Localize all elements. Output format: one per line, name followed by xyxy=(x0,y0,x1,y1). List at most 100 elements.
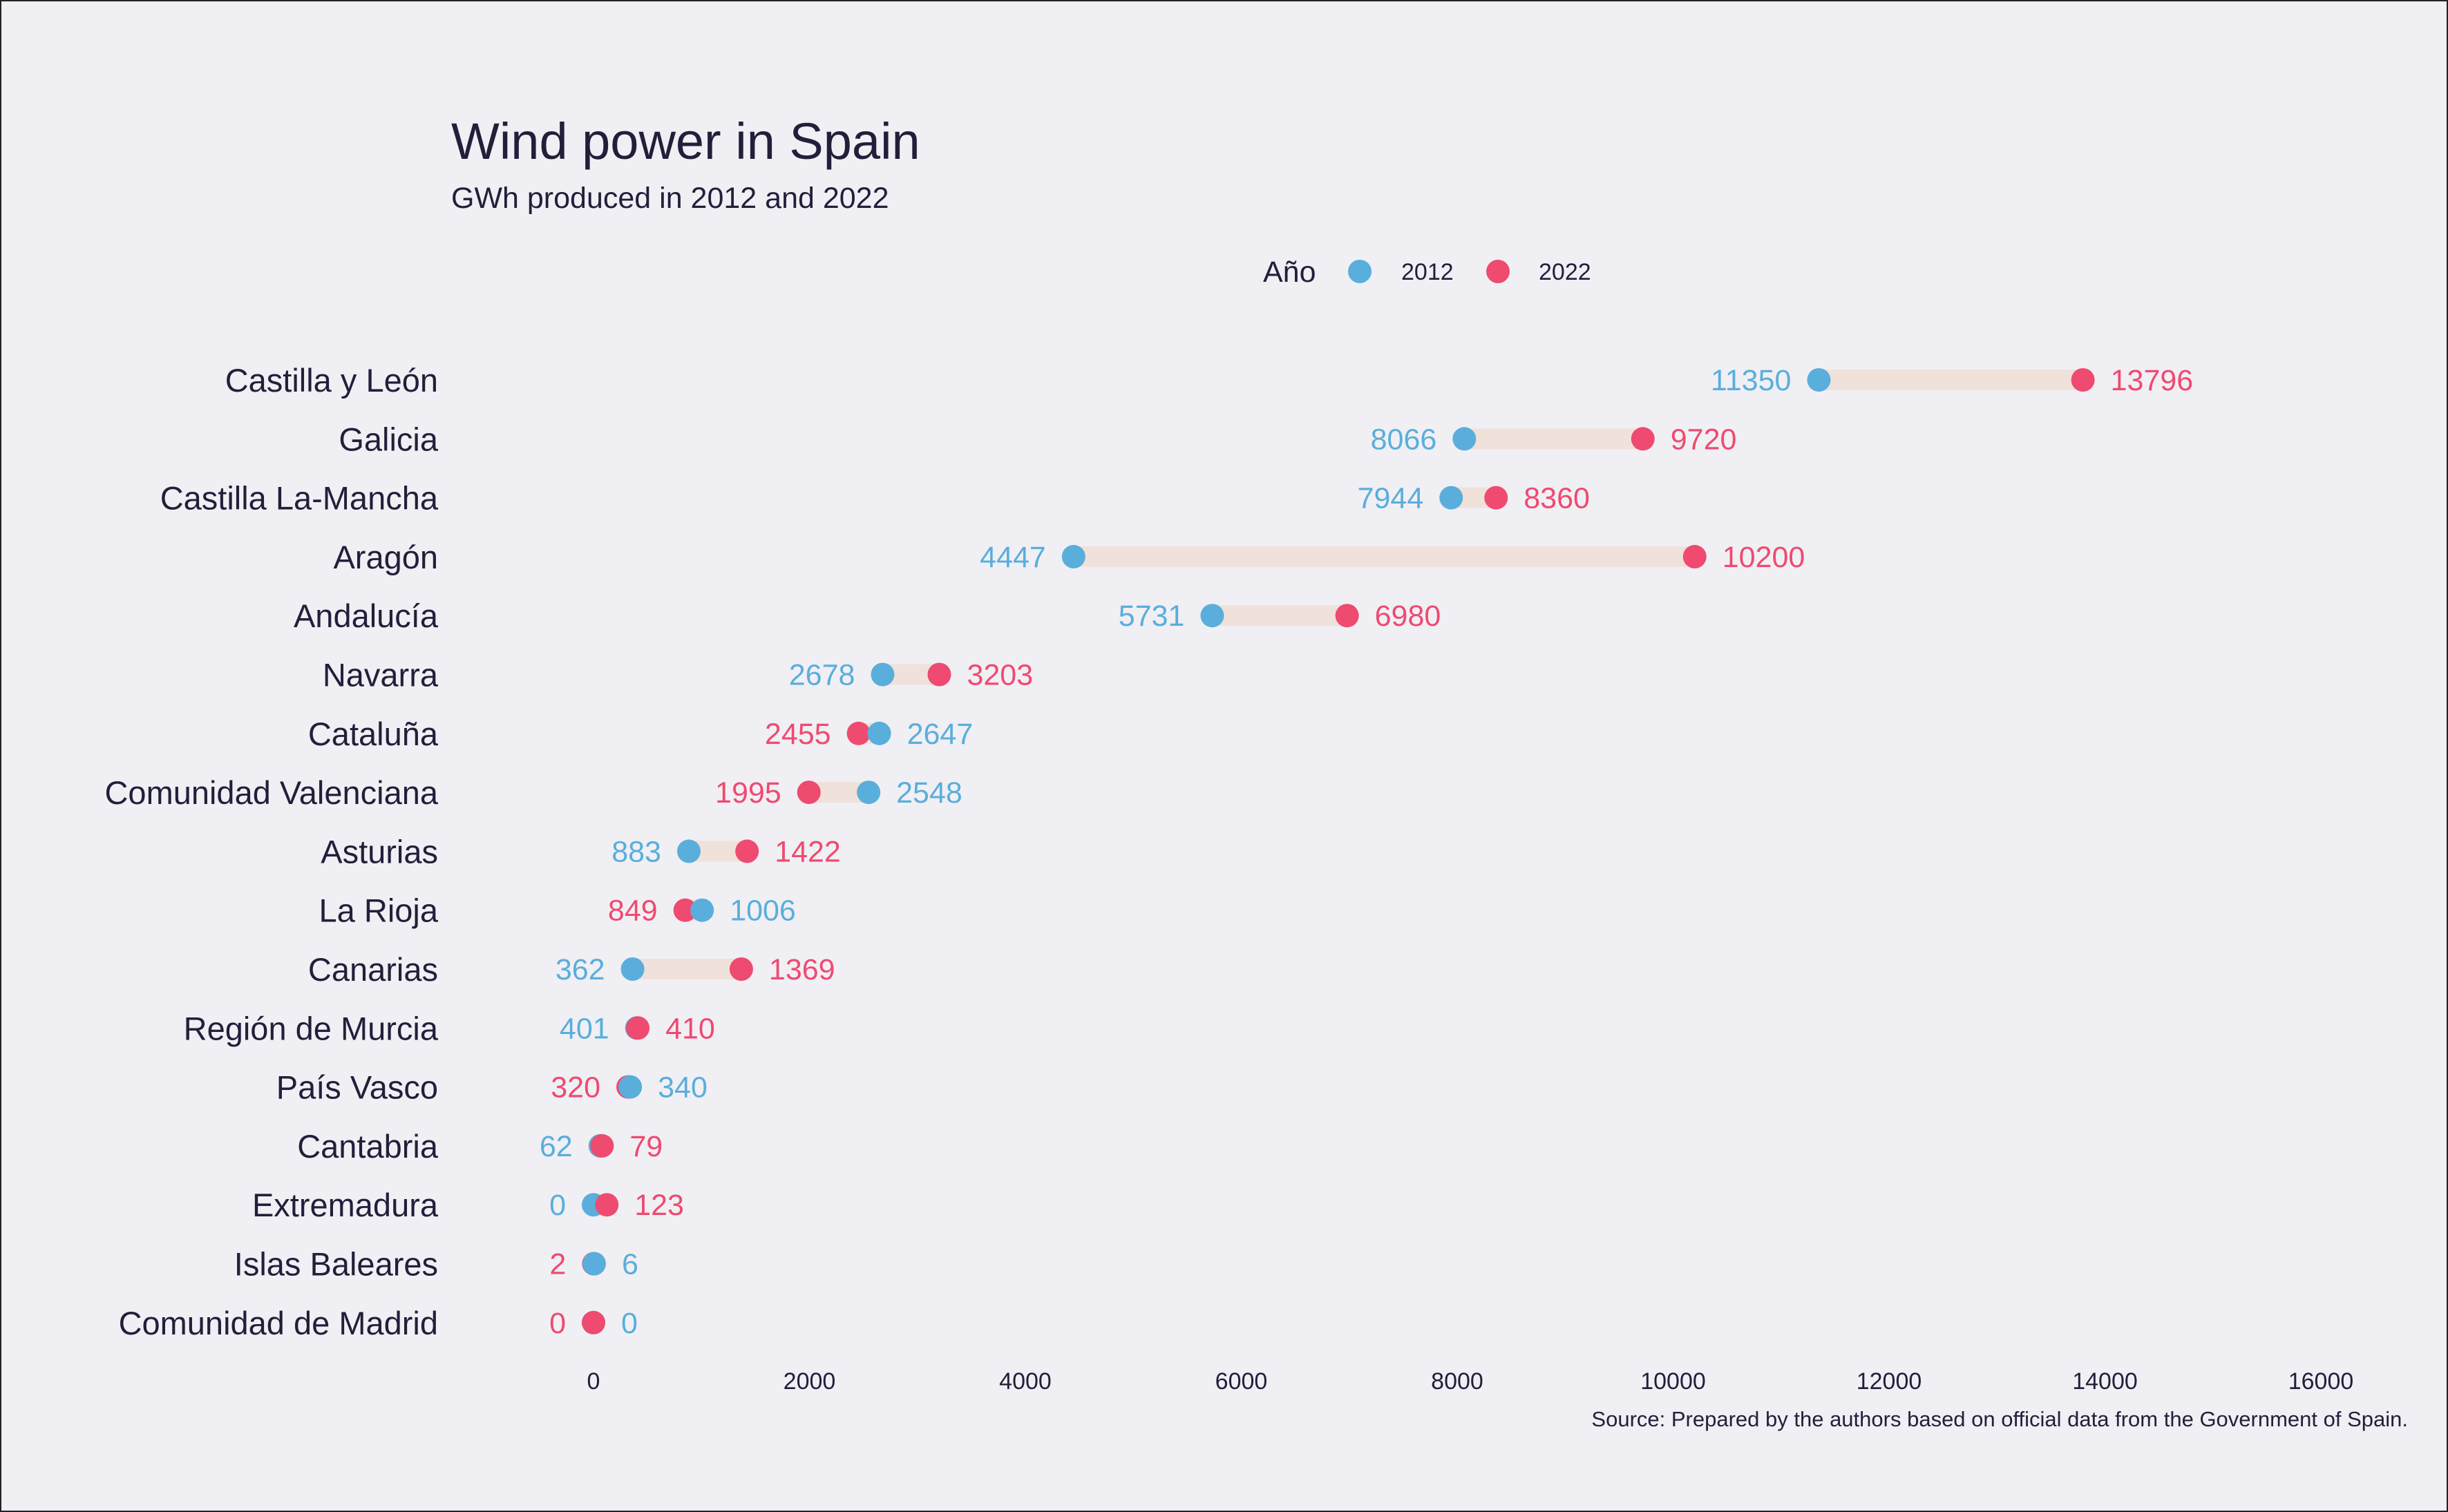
x-tick-label: 10000 xyxy=(1640,1368,1706,1395)
region-label: Región de Murcia xyxy=(184,1010,439,1046)
point-2022 xyxy=(582,1310,605,1334)
point-2012 xyxy=(871,662,895,687)
chart-subtitle: GWh produced in 2012 and 2022 xyxy=(451,182,889,215)
value-label-2022: 1369 xyxy=(769,953,835,986)
chart-title: Wind power in Spain xyxy=(451,113,920,170)
point-2012 xyxy=(1452,427,1477,451)
row-10: Canarias 362 1369 xyxy=(308,951,835,988)
point-2022 xyxy=(1631,427,1655,451)
chart-rows: Castilla y León 11350 13796 Galicia 8066 9720… xyxy=(104,362,2193,1341)
value-label-2022: 9720 xyxy=(1671,423,1737,456)
point-2022 xyxy=(590,1133,614,1158)
point-2022 xyxy=(797,781,821,805)
value-label-2012: 362 xyxy=(556,953,605,986)
legend-marker-2012 xyxy=(1348,260,1372,283)
value-label-2022: 8360 xyxy=(1524,482,1590,515)
value-label-2012: 11350 xyxy=(1711,364,1791,397)
x-axis: 0 2000 4000 6000 8000 10000 12000 14000 16000 xyxy=(587,1368,2354,1395)
legend-marker-2022 xyxy=(1486,260,1510,283)
value-label-2012: 0 xyxy=(549,1189,566,1222)
range-bar xyxy=(1464,428,1643,450)
x-tick-label: 6000 xyxy=(1215,1368,1268,1395)
value-label-2022: 0 xyxy=(549,1307,566,1340)
row-4: Andalucía 5731 6980 xyxy=(294,597,1441,634)
value-label-2012: 6 xyxy=(622,1248,638,1281)
value-label-2012: 8066 xyxy=(1371,423,1437,456)
region-label: Navarra xyxy=(323,657,439,693)
point-2022 xyxy=(846,721,871,745)
x-tick-label: 12000 xyxy=(1857,1368,1922,1395)
row-3: Aragón 4447 10200 xyxy=(333,539,1805,575)
value-label-2022: 123 xyxy=(634,1189,684,1222)
region-label: Cataluña xyxy=(308,716,439,752)
point-2012 xyxy=(676,839,701,863)
row-8: Asturias 883 1422 xyxy=(321,833,841,870)
row-7: Comunidad Valenciana 1995 2548 xyxy=(104,774,962,811)
value-label-2022: 2455 xyxy=(765,718,831,751)
source-note: Source: Prepared by the authors based on… xyxy=(1591,1407,2408,1431)
region-label: Cantabria xyxy=(297,1128,439,1165)
row-14: Extremadura 0 123 xyxy=(252,1187,684,1223)
row-9: La Rioja 849 1006 xyxy=(319,892,796,929)
point-2012 xyxy=(618,1075,643,1099)
point-2012 xyxy=(867,721,891,745)
range-bar xyxy=(1212,605,1347,626)
legend-label-2022: 2022 xyxy=(1539,259,1591,285)
region-label: Castilla La-Mancha xyxy=(160,480,439,517)
value-label-2012: 1006 xyxy=(730,894,796,928)
point-2022 xyxy=(1335,604,1359,628)
x-tick-label: 8000 xyxy=(1431,1368,1483,1395)
point-2022 xyxy=(2071,368,2095,392)
range-bar xyxy=(1819,370,2083,390)
x-tick-label: 16000 xyxy=(2288,1368,2354,1395)
x-tick-label: 0 xyxy=(587,1368,600,1395)
region-label: País Vasco xyxy=(276,1069,438,1106)
row-11: Región de Murcia 401 410 xyxy=(184,1010,715,1046)
legend-label-2012: 2012 xyxy=(1401,259,1454,285)
row-0: Castilla y León 11350 13796 xyxy=(225,362,2193,399)
region-label: Aragón xyxy=(333,539,438,575)
value-label-2012: 4447 xyxy=(980,541,1046,574)
region-label: Comunidad Valenciana xyxy=(104,774,438,811)
value-label-2012: 401 xyxy=(560,1012,609,1045)
row-1: Galicia 8066 9720 xyxy=(339,421,1736,457)
region-label: La Rioja xyxy=(319,892,439,929)
value-label-2012: 62 xyxy=(540,1130,573,1163)
point-2022 xyxy=(595,1193,619,1217)
x-tick-label: 2000 xyxy=(784,1368,836,1395)
value-label-2022: 13796 xyxy=(2111,364,2194,397)
row-12: País Vasco 320 340 xyxy=(276,1069,708,1106)
point-2022 xyxy=(1484,486,1508,510)
point-2012 xyxy=(690,898,714,922)
x-tick-label: 14000 xyxy=(2072,1368,2138,1395)
region-label: Asturias xyxy=(321,833,438,870)
x-tick-label: 4000 xyxy=(999,1368,1052,1395)
region-label: Extremadura xyxy=(252,1187,439,1223)
row-6: Cataluña 2455 2647 xyxy=(308,716,973,752)
value-label-2012: 0 xyxy=(621,1307,638,1340)
value-label-2022: 3203 xyxy=(967,659,1033,692)
region-label: Comunidad de Madrid xyxy=(119,1305,438,1341)
value-label-2012: 5731 xyxy=(1119,600,1185,633)
value-label-2022: 6980 xyxy=(1375,600,1441,633)
row-13: Cantabria 62 79 xyxy=(297,1128,663,1165)
point-2012 xyxy=(1061,544,1085,568)
point-2022 xyxy=(626,1016,650,1040)
value-label-2022: 320 xyxy=(551,1071,600,1104)
point-2022 xyxy=(673,898,697,922)
value-label-2012: 883 xyxy=(611,835,661,868)
row-5: Navarra 2678 3203 xyxy=(323,657,1033,693)
value-label-2022: 2 xyxy=(549,1248,566,1281)
range-bar xyxy=(1073,546,1695,567)
value-label-2022: 1422 xyxy=(775,835,841,868)
region-label: Islas Baleares xyxy=(234,1246,438,1283)
point-2022 xyxy=(729,957,753,981)
point-2022 xyxy=(1682,544,1707,568)
range-bar xyxy=(632,959,741,979)
point-2022 xyxy=(735,839,759,863)
value-label-2022: 1995 xyxy=(715,776,781,810)
row-16: Comunidad de Madrid 0 0 xyxy=(119,1305,638,1341)
point-2012 xyxy=(582,1252,606,1276)
